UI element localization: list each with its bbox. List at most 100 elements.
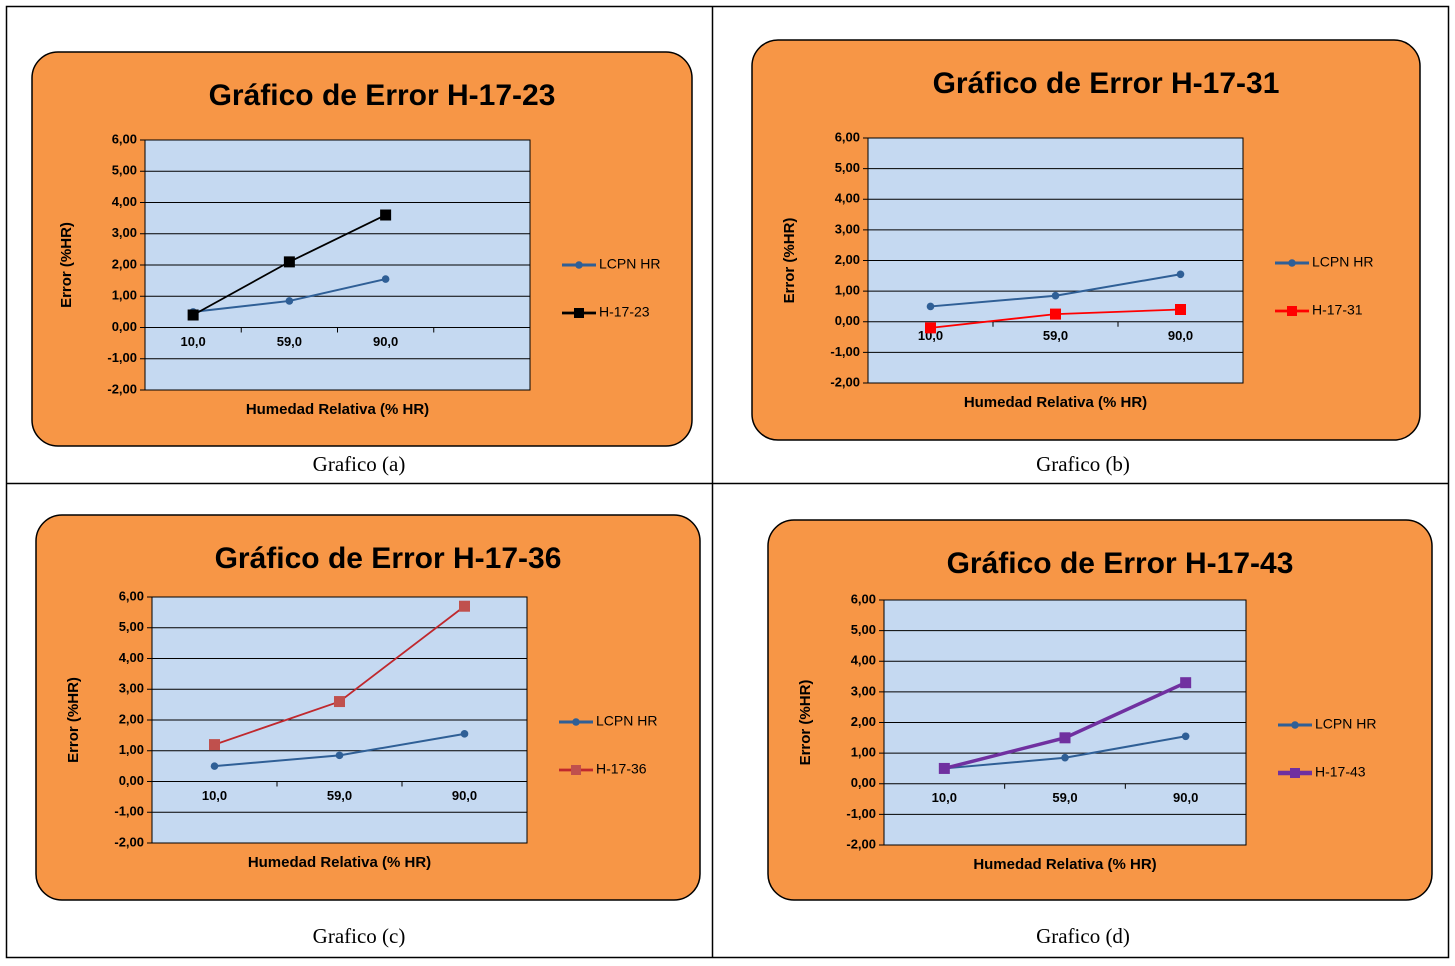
y-tick-label: 0,00 [112, 319, 137, 334]
marker [925, 322, 936, 334]
y-tick-label: -2,00 [846, 836, 876, 851]
legend-label: LCPN HR [599, 256, 660, 272]
y-tick-label: 3,00 [112, 225, 137, 240]
y-tick-label: 2,00 [112, 256, 137, 271]
y-tick-label: 6,00 [851, 591, 876, 606]
marker [380, 209, 392, 221]
legend-marker [575, 261, 583, 269]
y-tick-label: 2,00 [835, 252, 860, 267]
y-tick-label: 2,00 [851, 714, 876, 729]
marker [1180, 677, 1192, 689]
marker [285, 297, 294, 305]
legend-label: H-17-23 [599, 304, 650, 320]
marker [460, 730, 469, 738]
x-axis-label: Humedad Relativa (% HR) [973, 856, 1156, 873]
legend-label: H-17-36 [596, 761, 647, 777]
legend-marker [572, 718, 580, 726]
marker [459, 600, 470, 612]
x-tick-label: 10,0 [918, 328, 943, 343]
x-tick-label: 90,0 [1173, 790, 1198, 805]
y-tick-label: 5,00 [835, 160, 860, 175]
y-tick-label: 4,00 [119, 650, 144, 665]
x-tick-label: 59,0 [1043, 328, 1068, 343]
y-axis-label: Error (%HR) [781, 218, 798, 304]
y-tick-label: 1,00 [851, 745, 876, 760]
marker [1059, 732, 1071, 744]
caption: Grafico (b) [1036, 452, 1130, 476]
caption: Grafico (a) [313, 452, 406, 476]
y-tick-label: 4,00 [112, 194, 137, 209]
y-tick-label: 4,00 [835, 191, 860, 206]
y-axis-label: Error (%HR) [797, 680, 814, 766]
chart-title: Gráfico de Error H-17-31 [933, 67, 1280, 100]
legend-label: LCPN HR [596, 713, 657, 729]
x-tick-label: 90,0 [1168, 328, 1193, 343]
legend-label: H-17-31 [1312, 302, 1363, 318]
y-tick-label: 6,00 [835, 129, 860, 144]
x-axis-label: Humedad Relativa (% HR) [246, 401, 429, 418]
y-axis-label: Error (%HR) [58, 222, 75, 308]
y-tick-label: 5,00 [112, 163, 137, 178]
legend-marker [1290, 768, 1300, 778]
marker [335, 751, 344, 760]
x-tick-label: 59,0 [1052, 790, 1077, 805]
legend-marker [574, 308, 584, 318]
marker [938, 762, 950, 774]
y-tick-label: 2,00 [119, 711, 144, 726]
x-tick-label: 90,0 [452, 788, 477, 803]
y-tick-label: 6,00 [119, 588, 144, 603]
marker [1175, 304, 1186, 315]
y-tick-label: -1,00 [114, 804, 144, 819]
marker [210, 762, 219, 770]
x-axis-label: Humedad Relativa (% HR) [964, 394, 1147, 411]
y-tick-label: 1,00 [119, 742, 144, 757]
y-tick-label: -2,00 [107, 381, 137, 396]
marker [283, 256, 295, 268]
y-tick-label: 0,00 [851, 775, 876, 790]
y-tick-label: 5,00 [851, 622, 876, 637]
marker [1061, 753, 1069, 762]
x-axis-label: Humedad Relativa (% HR) [248, 854, 431, 871]
y-axis-label: Error (%HR) [65, 677, 82, 763]
y-tick-label: 3,00 [119, 681, 144, 696]
chart-title: Gráfico de Error H-17-23 [209, 79, 556, 112]
marker [187, 309, 199, 321]
y-tick-label: -1,00 [846, 806, 876, 821]
y-tick-label: 1,00 [835, 283, 860, 298]
x-tick-label: 90,0 [373, 334, 398, 349]
y-tick-label: -1,00 [107, 350, 137, 365]
x-tick-label: 59,0 [327, 788, 352, 803]
y-tick-label: 0,00 [119, 773, 144, 788]
x-tick-label: 10,0 [202, 788, 227, 803]
marker [334, 696, 345, 708]
x-tick-label: 10,0 [180, 334, 205, 349]
marker [381, 275, 390, 283]
marker [209, 739, 220, 751]
legend-marker [1287, 306, 1297, 316]
legend-label: LCPN HR [1315, 716, 1376, 732]
y-tick-label: 4,00 [851, 653, 876, 668]
y-tick-label: -2,00 [114, 834, 144, 849]
y-tick-label: 5,00 [119, 619, 144, 634]
marker [1176, 270, 1185, 279]
x-tick-label: 59,0 [277, 334, 302, 349]
marker [1050, 308, 1061, 320]
y-tick-label: 3,00 [835, 221, 860, 236]
chart-title: Gráfico de Error H-17-43 [947, 547, 1294, 580]
marker [1181, 732, 1190, 741]
y-tick-label: 6,00 [112, 131, 137, 146]
legend-marker [571, 765, 581, 775]
marker [1051, 291, 1060, 300]
caption: Grafico (c) [313, 924, 406, 948]
x-tick-label: 10,0 [932, 790, 957, 805]
y-tick-label: -1,00 [830, 344, 860, 359]
legend-label: H-17-43 [1315, 764, 1366, 780]
caption: Grafico (d) [1036, 924, 1130, 948]
legend-marker [1288, 259, 1296, 267]
y-tick-label: 0,00 [835, 313, 860, 328]
legend-label: LCPN HR [1312, 254, 1373, 270]
y-tick-label: -2,00 [830, 374, 860, 389]
y-tick-label: 1,00 [112, 288, 137, 303]
table-border [5, 5, 1450, 959]
